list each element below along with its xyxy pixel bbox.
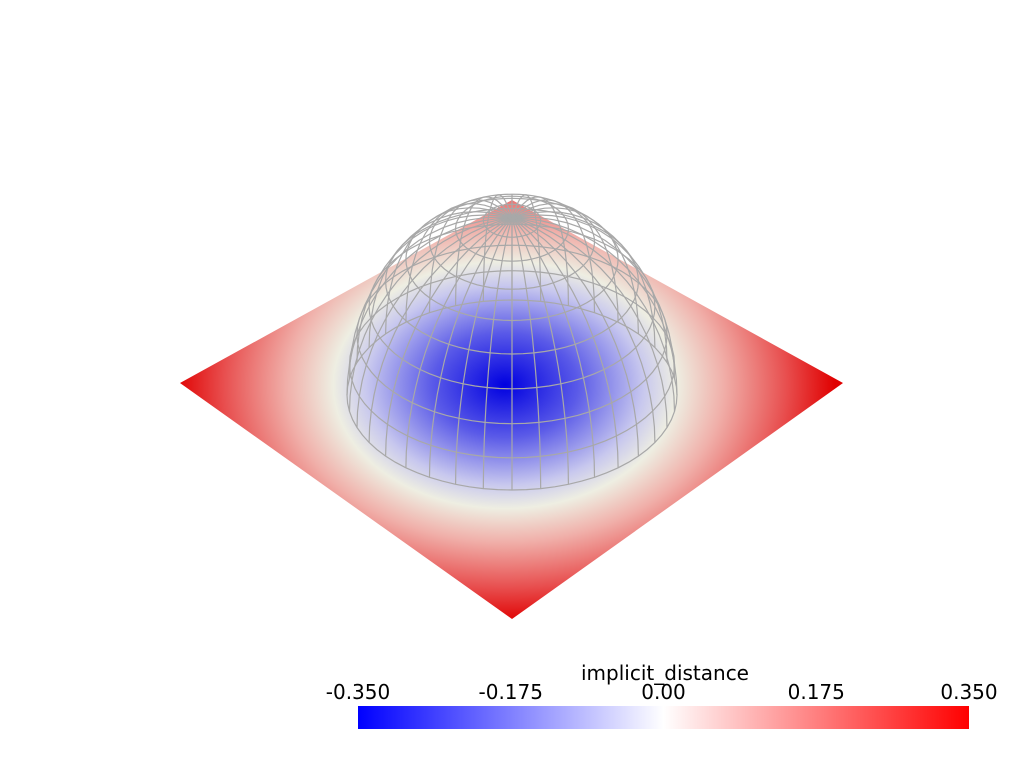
tick-label: -0.350 (326, 680, 390, 704)
meridian (482, 217, 513, 489)
meridian (405, 217, 513, 468)
meridian (511, 203, 619, 323)
meridian (511, 217, 542, 489)
tick-label: 0.350 (940, 680, 997, 704)
color-ramp (358, 706, 969, 729)
meridian (385, 207, 513, 334)
tick-label: -0.175 (479, 680, 543, 704)
meridian (511, 217, 656, 443)
meridian (511, 216, 676, 379)
scalar-bar-title: implicit_distance (581, 661, 749, 685)
hemisphere-wireframe (346, 193, 678, 491)
meridian (511, 199, 596, 313)
plane (180, 200, 843, 619)
meridian (428, 199, 513, 313)
meridian (482, 194, 513, 302)
tick-label: 0.175 (788, 680, 845, 704)
meridian (511, 217, 596, 478)
meridian (356, 214, 513, 363)
meridian (511, 217, 639, 457)
meridian (455, 196, 513, 306)
meridian (368, 217, 513, 443)
meridian (356, 217, 513, 428)
tick-label: 0.00 (641, 680, 686, 704)
meridian (511, 211, 656, 348)
meridian (511, 217, 676, 412)
meridian (368, 211, 513, 348)
scalar-bar: implicit_distance -0.350 -0.175 0.00 0.175 0… (326, 661, 998, 729)
meridian (348, 217, 513, 412)
meridian (511, 217, 569, 485)
meridian (428, 217, 513, 478)
meridian (511, 196, 569, 306)
meridian (405, 203, 513, 323)
meridian (511, 217, 619, 468)
meridian (511, 214, 668, 363)
meridian (511, 217, 668, 428)
meridian (455, 217, 513, 485)
meridian (385, 217, 513, 457)
meridian (348, 216, 513, 379)
